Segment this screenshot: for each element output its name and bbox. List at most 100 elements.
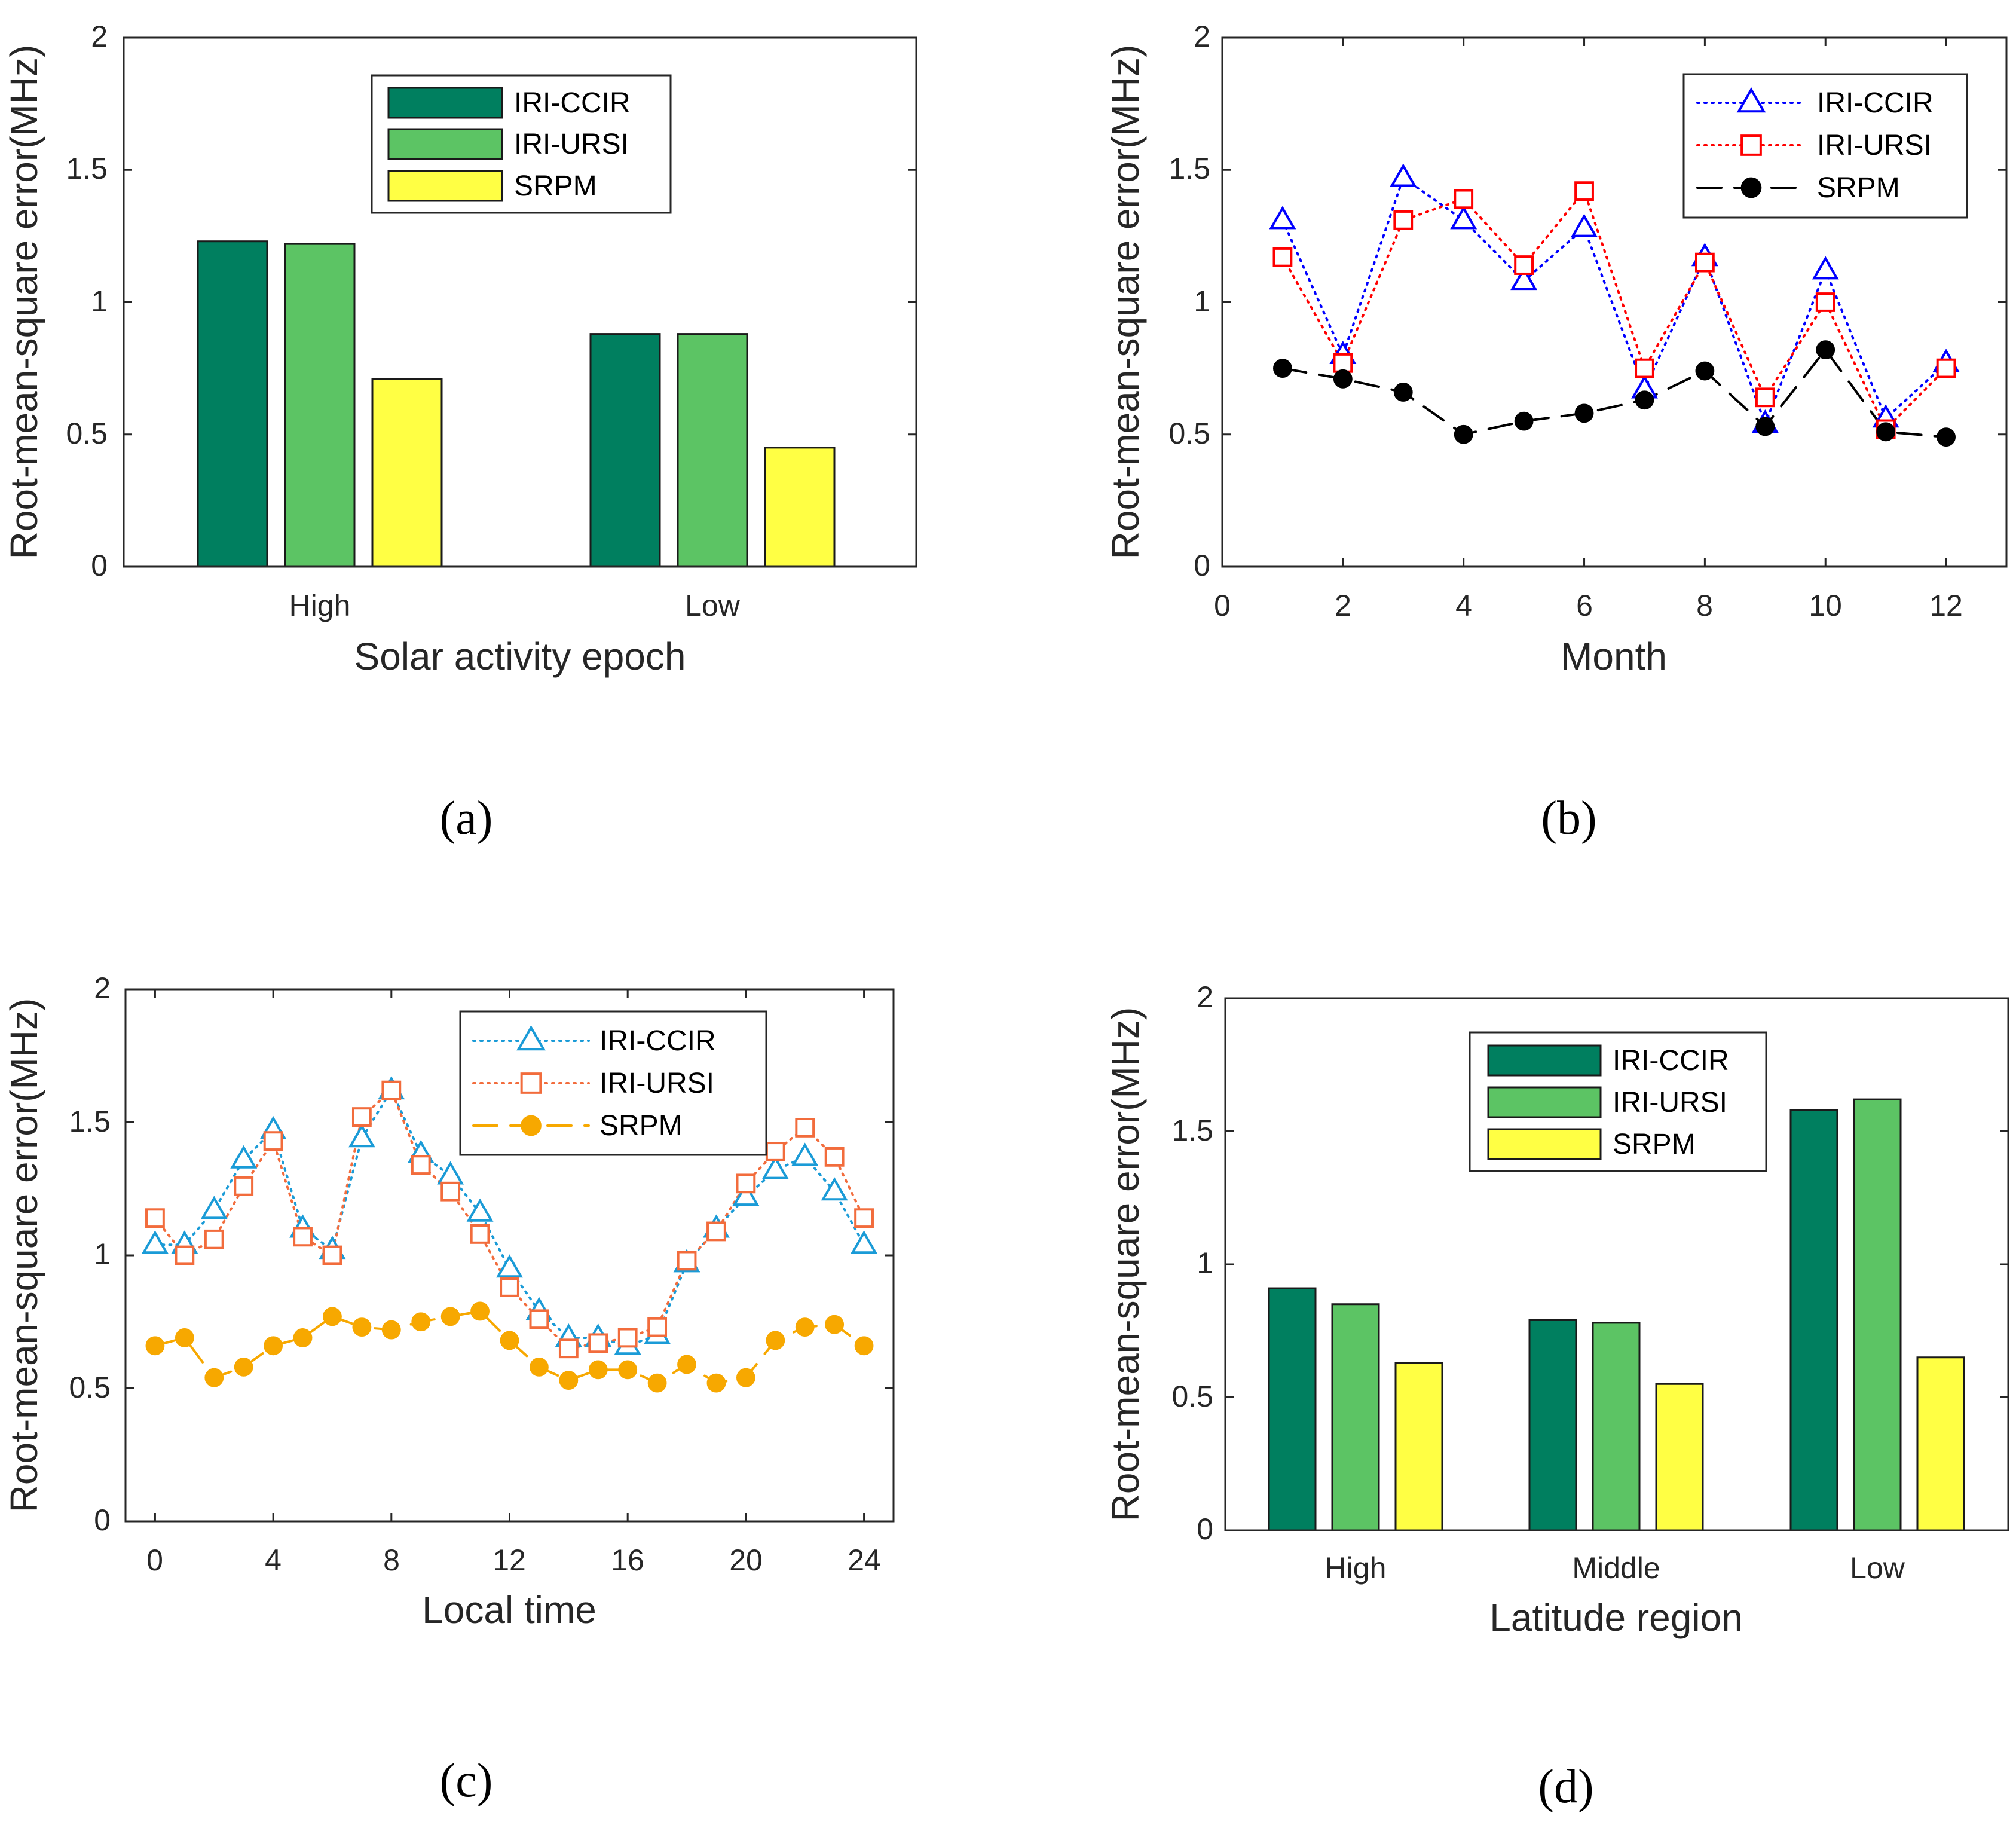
point-iri-ccir bbox=[230, 1145, 258, 1169]
point-srpm bbox=[677, 1355, 696, 1374]
point-srpm bbox=[795, 1317, 815, 1337]
y-tick-labels: 0 0.5 1 1.5 2 bbox=[1168, 20, 1210, 582]
legend-swatch-srpm bbox=[387, 170, 503, 202]
point-iri-ursi bbox=[411, 1155, 431, 1175]
x-tick-label: 6 bbox=[1576, 589, 1593, 622]
point-iri-ursi bbox=[440, 1181, 461, 1202]
x-tick-label: 12 bbox=[492, 1543, 526, 1577]
legend-label-iri-ursi: IRI-URSI bbox=[1817, 130, 1932, 161]
y-tick-label: 1 bbox=[1197, 1246, 1213, 1280]
x-tick-labels: 0 2 4 6 8 10 12 bbox=[1214, 589, 1963, 622]
legend-label-iri-ursi: IRI-URSI bbox=[1613, 1087, 1727, 1118]
point-srpm bbox=[234, 1358, 253, 1377]
point-srpm bbox=[618, 1360, 638, 1380]
bar-iri-ursi-low bbox=[1853, 1098, 1902, 1531]
series-line-iri-ccir bbox=[1281, 176, 1948, 427]
x-tick-label: 10 bbox=[1809, 589, 1842, 622]
series-group bbox=[1269, 163, 1960, 447]
legend-label-srpm: SRPM bbox=[1613, 1129, 1696, 1160]
point-iri-ursi bbox=[1755, 387, 1775, 408]
point-srpm bbox=[1876, 422, 1896, 442]
point-srpm bbox=[588, 1360, 608, 1380]
x-tick-label: 8 bbox=[383, 1543, 400, 1577]
point-iri-ccir bbox=[348, 1124, 375, 1148]
legend-swatch-iri-ursi bbox=[387, 128, 503, 160]
y-tick-label: 0 bbox=[94, 1503, 111, 1537]
legend: IRI-CCIR IRI-URSI SRPM bbox=[1469, 1031, 1767, 1172]
axes-frame bbox=[1224, 997, 2009, 1531]
y-tick-label: 0.5 bbox=[1168, 417, 1210, 450]
legend-label-iri-ursi: IRI-URSI bbox=[599, 1068, 714, 1099]
point-srpm bbox=[1755, 417, 1775, 436]
y-tick-labels: 0 0.5 1 1.5 2 bbox=[66, 20, 108, 582]
legend-marker-iri-ccir bbox=[516, 1025, 546, 1051]
point-iri-ursi bbox=[795, 1118, 815, 1138]
point-iri-ccir bbox=[791, 1142, 819, 1166]
point-iri-ccir bbox=[141, 1230, 169, 1254]
x-tick-marks bbox=[154, 989, 865, 1521]
x-axis-label: Solar activity epoch bbox=[354, 635, 686, 678]
x-tick-label-low: Low bbox=[1850, 1551, 1905, 1585]
point-iri-ursi bbox=[204, 1229, 224, 1249]
point-iri-ursi bbox=[500, 1277, 519, 1297]
x-tick-label-high: High bbox=[1325, 1551, 1387, 1585]
point-iri-ursi bbox=[145, 1208, 165, 1228]
point-srpm bbox=[559, 1371, 579, 1390]
x-tick-label: 4 bbox=[265, 1543, 282, 1577]
bar-iri-ursi-high bbox=[1331, 1303, 1380, 1531]
point-iri-ursi bbox=[351, 1107, 372, 1127]
point-iri-ursi bbox=[175, 1245, 195, 1265]
point-srpm bbox=[1937, 427, 1956, 447]
point-iri-ccir bbox=[1571, 213, 1598, 237]
legend-swatch-iri-ursi bbox=[1487, 1086, 1602, 1118]
y-tick-label: 0.5 bbox=[66, 417, 108, 450]
point-iri-ursi bbox=[322, 1245, 342, 1265]
point-iri-ursi bbox=[617, 1328, 638, 1348]
point-srpm bbox=[766, 1331, 785, 1350]
legend-marker-iri-ursi bbox=[520, 1072, 542, 1094]
y-tick-label: 2 bbox=[91, 20, 108, 53]
point-iri-ursi bbox=[558, 1338, 579, 1359]
x-tick-label: 2 bbox=[1335, 589, 1351, 622]
point-srpm bbox=[145, 1336, 165, 1356]
legend-entries bbox=[1696, 87, 1806, 198]
panel-a-bar-chart: 0 0.5 1 1.5 2 High Low Solar activity ep… bbox=[2, 20, 917, 845]
legend-swatch-srpm bbox=[1487, 1128, 1602, 1160]
point-srpm bbox=[1574, 403, 1594, 423]
point-iri-ursi bbox=[263, 1131, 283, 1151]
point-srpm bbox=[175, 1328, 194, 1347]
x-tick-label: 12 bbox=[1929, 589, 1963, 622]
point-iri-ursi bbox=[381, 1080, 402, 1100]
legend-swatch-iri-ccir bbox=[387, 87, 503, 119]
point-srpm bbox=[1454, 424, 1473, 444]
x-tick-labels: 0 4 8 12 16 20 24 bbox=[146, 1543, 881, 1577]
legend-swatch-iri-ccir bbox=[1487, 1044, 1602, 1077]
point-iri-ursi bbox=[1454, 189, 1474, 209]
point-iri-ursi bbox=[234, 1176, 254, 1196]
legend: IRI-CCIR IRI-URSI SRPM bbox=[371, 74, 672, 214]
panel-label-d: (d) bbox=[1538, 1760, 1593, 1813]
point-srpm bbox=[352, 1317, 372, 1337]
bar-srpm-middle bbox=[1655, 1383, 1704, 1531]
point-iri-ccir bbox=[200, 1196, 228, 1219]
legend-label-iri-ccir: IRI-CCIR bbox=[599, 1025, 716, 1057]
x-tick-label: 24 bbox=[848, 1543, 881, 1577]
bar-srpm-high bbox=[371, 378, 443, 568]
bar-iri-ursi-middle bbox=[1592, 1322, 1641, 1531]
point-srpm bbox=[530, 1358, 549, 1377]
point-srpm bbox=[323, 1307, 342, 1326]
x-tick-label: 8 bbox=[1696, 589, 1713, 622]
point-srpm bbox=[1695, 361, 1715, 381]
y-axis-label: Root-mean-square error(MHz) bbox=[1104, 45, 1147, 560]
y-tick-labels: 0 0.5 1 1.5 2 bbox=[69, 971, 111, 1537]
x-tick-labels: High Low bbox=[289, 589, 741, 622]
point-iri-ursi bbox=[1635, 358, 1654, 378]
axes-frame bbox=[124, 988, 895, 1523]
y-tick-label: 1.5 bbox=[1168, 152, 1210, 185]
y-tick-label: 1.5 bbox=[66, 152, 108, 185]
point-iri-ursi bbox=[736, 1173, 756, 1194]
point-iri-ursi bbox=[1333, 353, 1353, 373]
bar-iri-ursi-high bbox=[284, 243, 356, 568]
point-srpm bbox=[736, 1368, 755, 1387]
point-srpm bbox=[500, 1331, 519, 1350]
